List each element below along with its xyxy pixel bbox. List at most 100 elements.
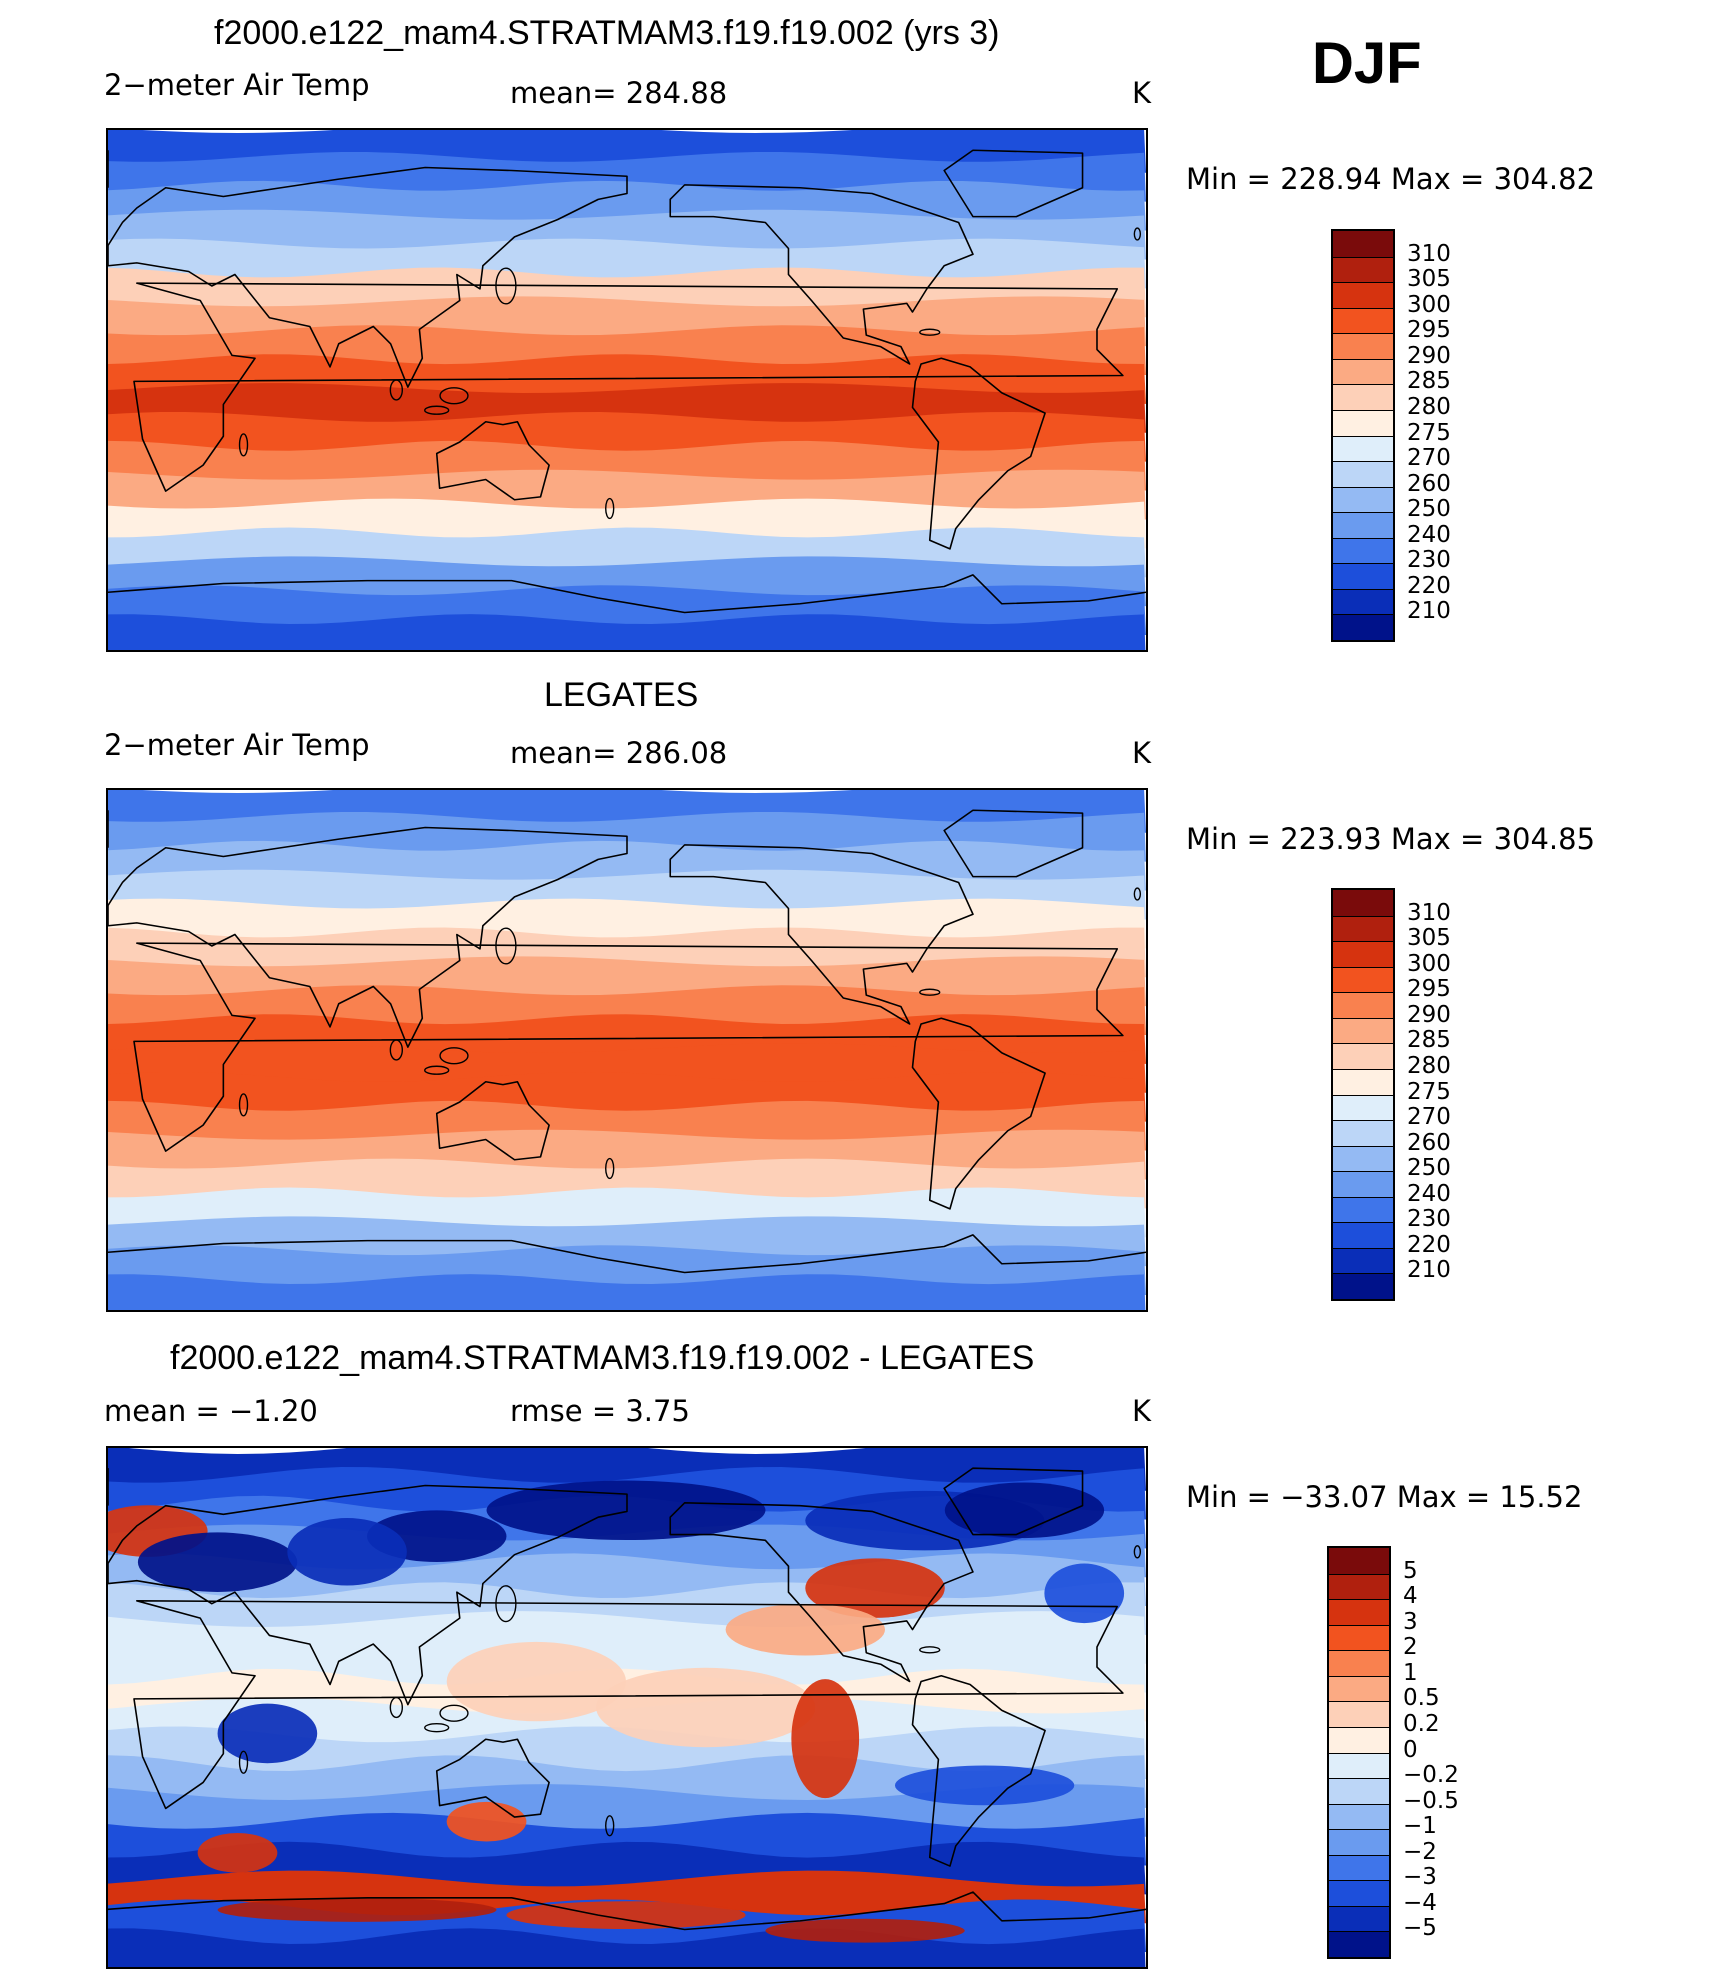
colorbar-swatch xyxy=(1333,231,1393,257)
colorbar-tick-label: 305 xyxy=(1407,266,1451,293)
temperature-band xyxy=(108,1755,1146,1808)
colorbar-swatch xyxy=(1333,307,1393,334)
coastline-island xyxy=(389,379,404,401)
colorbar-swatch xyxy=(1333,409,1393,436)
coastline-north-america xyxy=(669,1501,974,1683)
anomaly-region xyxy=(217,1703,318,1764)
colorbar-tick-label: −0.2 xyxy=(1403,1762,1459,1789)
map-observation xyxy=(106,788,1148,1312)
colorbar-swatch xyxy=(1333,537,1393,564)
colorbar-swatch xyxy=(1333,435,1393,462)
coastline-island xyxy=(389,1039,404,1061)
map-difference xyxy=(106,1446,1148,1969)
colorbar-swatch xyxy=(1333,1171,1393,1197)
temperature-band xyxy=(108,1274,1146,1310)
coastline-island xyxy=(424,1723,450,1733)
colorbar-swatch xyxy=(1329,1880,1389,1906)
coastline-antarctica xyxy=(108,574,1146,614)
colorbar-swatch xyxy=(1333,1043,1393,1069)
panel-title: LEGATES xyxy=(544,676,699,714)
colorbar-tick-label: −5 xyxy=(1403,1915,1437,1942)
colorbar-tick-label: 285 xyxy=(1407,1027,1451,1054)
colorbar-swatch xyxy=(1329,1829,1389,1855)
coastline-australia xyxy=(435,420,550,501)
colorbar-tick-label: 300 xyxy=(1407,950,1451,977)
colorbar-tick-label: 220 xyxy=(1407,1231,1451,1258)
coastline-island xyxy=(1133,1545,1142,1559)
anomaly-region xyxy=(137,1532,298,1592)
colorbar-swatch xyxy=(1333,1120,1393,1146)
coastline-island xyxy=(495,267,517,305)
mean-label: mean= 286.08 xyxy=(510,736,728,770)
colorbar-tick-label: 300 xyxy=(1407,291,1451,318)
coastline-south-america xyxy=(911,357,1046,550)
colorbar-swatch xyxy=(1329,1778,1389,1804)
colorbar-swatch xyxy=(1333,512,1393,538)
colorbar-swatch xyxy=(1333,614,1393,640)
colorbar-tick-label: 275 xyxy=(1407,419,1451,446)
colorbar-swatch xyxy=(1329,1548,1389,1574)
colorbar-swatch xyxy=(1329,1752,1389,1779)
left-label: mean = −1.20 xyxy=(104,1394,318,1428)
colorbar-tick-label: 280 xyxy=(1407,1052,1451,1079)
colorbar-tick-label: 3 xyxy=(1403,1608,1418,1635)
colorbar-swatch xyxy=(1333,333,1393,359)
colorbar-swatch xyxy=(1329,1624,1389,1651)
panel-title: f2000.e122_mam4.STRATMAM3.f19.f19.002 (y… xyxy=(214,14,1000,52)
anomaly-region xyxy=(725,1603,886,1656)
panel-title: f2000.e122_mam4.STRATMAM3.f19.f19.002 - … xyxy=(170,1339,1035,1377)
colorbar-swatch xyxy=(1333,1196,1393,1223)
colorbar-tick-label: 295 xyxy=(1407,976,1451,1003)
colorbar-swatch xyxy=(1333,992,1393,1018)
colorbar-tick-label: 250 xyxy=(1407,496,1451,523)
anomaly-region xyxy=(486,1480,766,1541)
rmse-label: rmse = 3.75 xyxy=(510,1394,690,1428)
coastline-island xyxy=(919,328,941,336)
colorbar-swatch xyxy=(1333,941,1393,967)
coastline-island xyxy=(495,927,517,965)
coastline-island xyxy=(1133,887,1142,901)
colorbar-swatch xyxy=(1333,588,1393,615)
coastline-australia xyxy=(435,1080,550,1161)
colorbar-tick-label: 210 xyxy=(1407,1257,1451,1284)
coastline-island xyxy=(389,1696,404,1719)
coastline-island xyxy=(439,1047,469,1065)
colorbar-swatch xyxy=(1333,1273,1393,1299)
colorbar-swatch xyxy=(1329,1701,1389,1727)
coastline-island xyxy=(495,1585,517,1623)
coastline-island xyxy=(1133,227,1142,241)
colorbar-tick-label: 5 xyxy=(1403,1557,1418,1584)
coastline-antarctica xyxy=(108,1234,1146,1274)
anomaly-region xyxy=(944,1482,1105,1539)
colorbar-tick-label: −3 xyxy=(1403,1864,1437,1891)
anomaly-region xyxy=(446,1641,627,1722)
colorbar-swatch xyxy=(1329,1675,1389,1702)
coastline-island xyxy=(238,1750,249,1774)
temperature-band xyxy=(108,614,1146,650)
coastline-island xyxy=(238,433,249,457)
colorbar-tick-label: 210 xyxy=(1407,598,1451,625)
colorbar-tick-label: 305 xyxy=(1407,925,1451,952)
mean-label: mean= 284.88 xyxy=(510,76,728,110)
colorbar xyxy=(1327,1546,1391,1959)
left-label: 2−meter Air Temp xyxy=(104,728,370,762)
colorbar-swatch xyxy=(1329,1573,1389,1600)
colorbar-swatch xyxy=(1329,1905,1389,1932)
colorbar-swatch xyxy=(1333,1247,1393,1274)
colorbar-tick-label: 2 xyxy=(1403,1634,1418,1661)
colorbar-swatch xyxy=(1333,256,1393,283)
colorbar-tick-label: 285 xyxy=(1407,368,1451,395)
colorbar-swatch xyxy=(1329,1931,1389,1957)
colorbar-swatch xyxy=(1329,1803,1389,1830)
coastline-island xyxy=(424,1065,450,1075)
colorbar-swatch xyxy=(1329,1599,1389,1625)
coastline-africa xyxy=(133,942,1124,1152)
colorbar-tick-label: 270 xyxy=(1407,1104,1451,1131)
colorbar xyxy=(1331,229,1395,642)
coastline-africa xyxy=(133,282,1124,492)
colorbar-tick-label: 230 xyxy=(1407,1206,1451,1233)
anomaly-region xyxy=(506,1901,746,1929)
anomaly-region xyxy=(197,1832,278,1873)
colorbar-swatch xyxy=(1329,1650,1389,1676)
colorbar-swatch xyxy=(1333,282,1393,308)
